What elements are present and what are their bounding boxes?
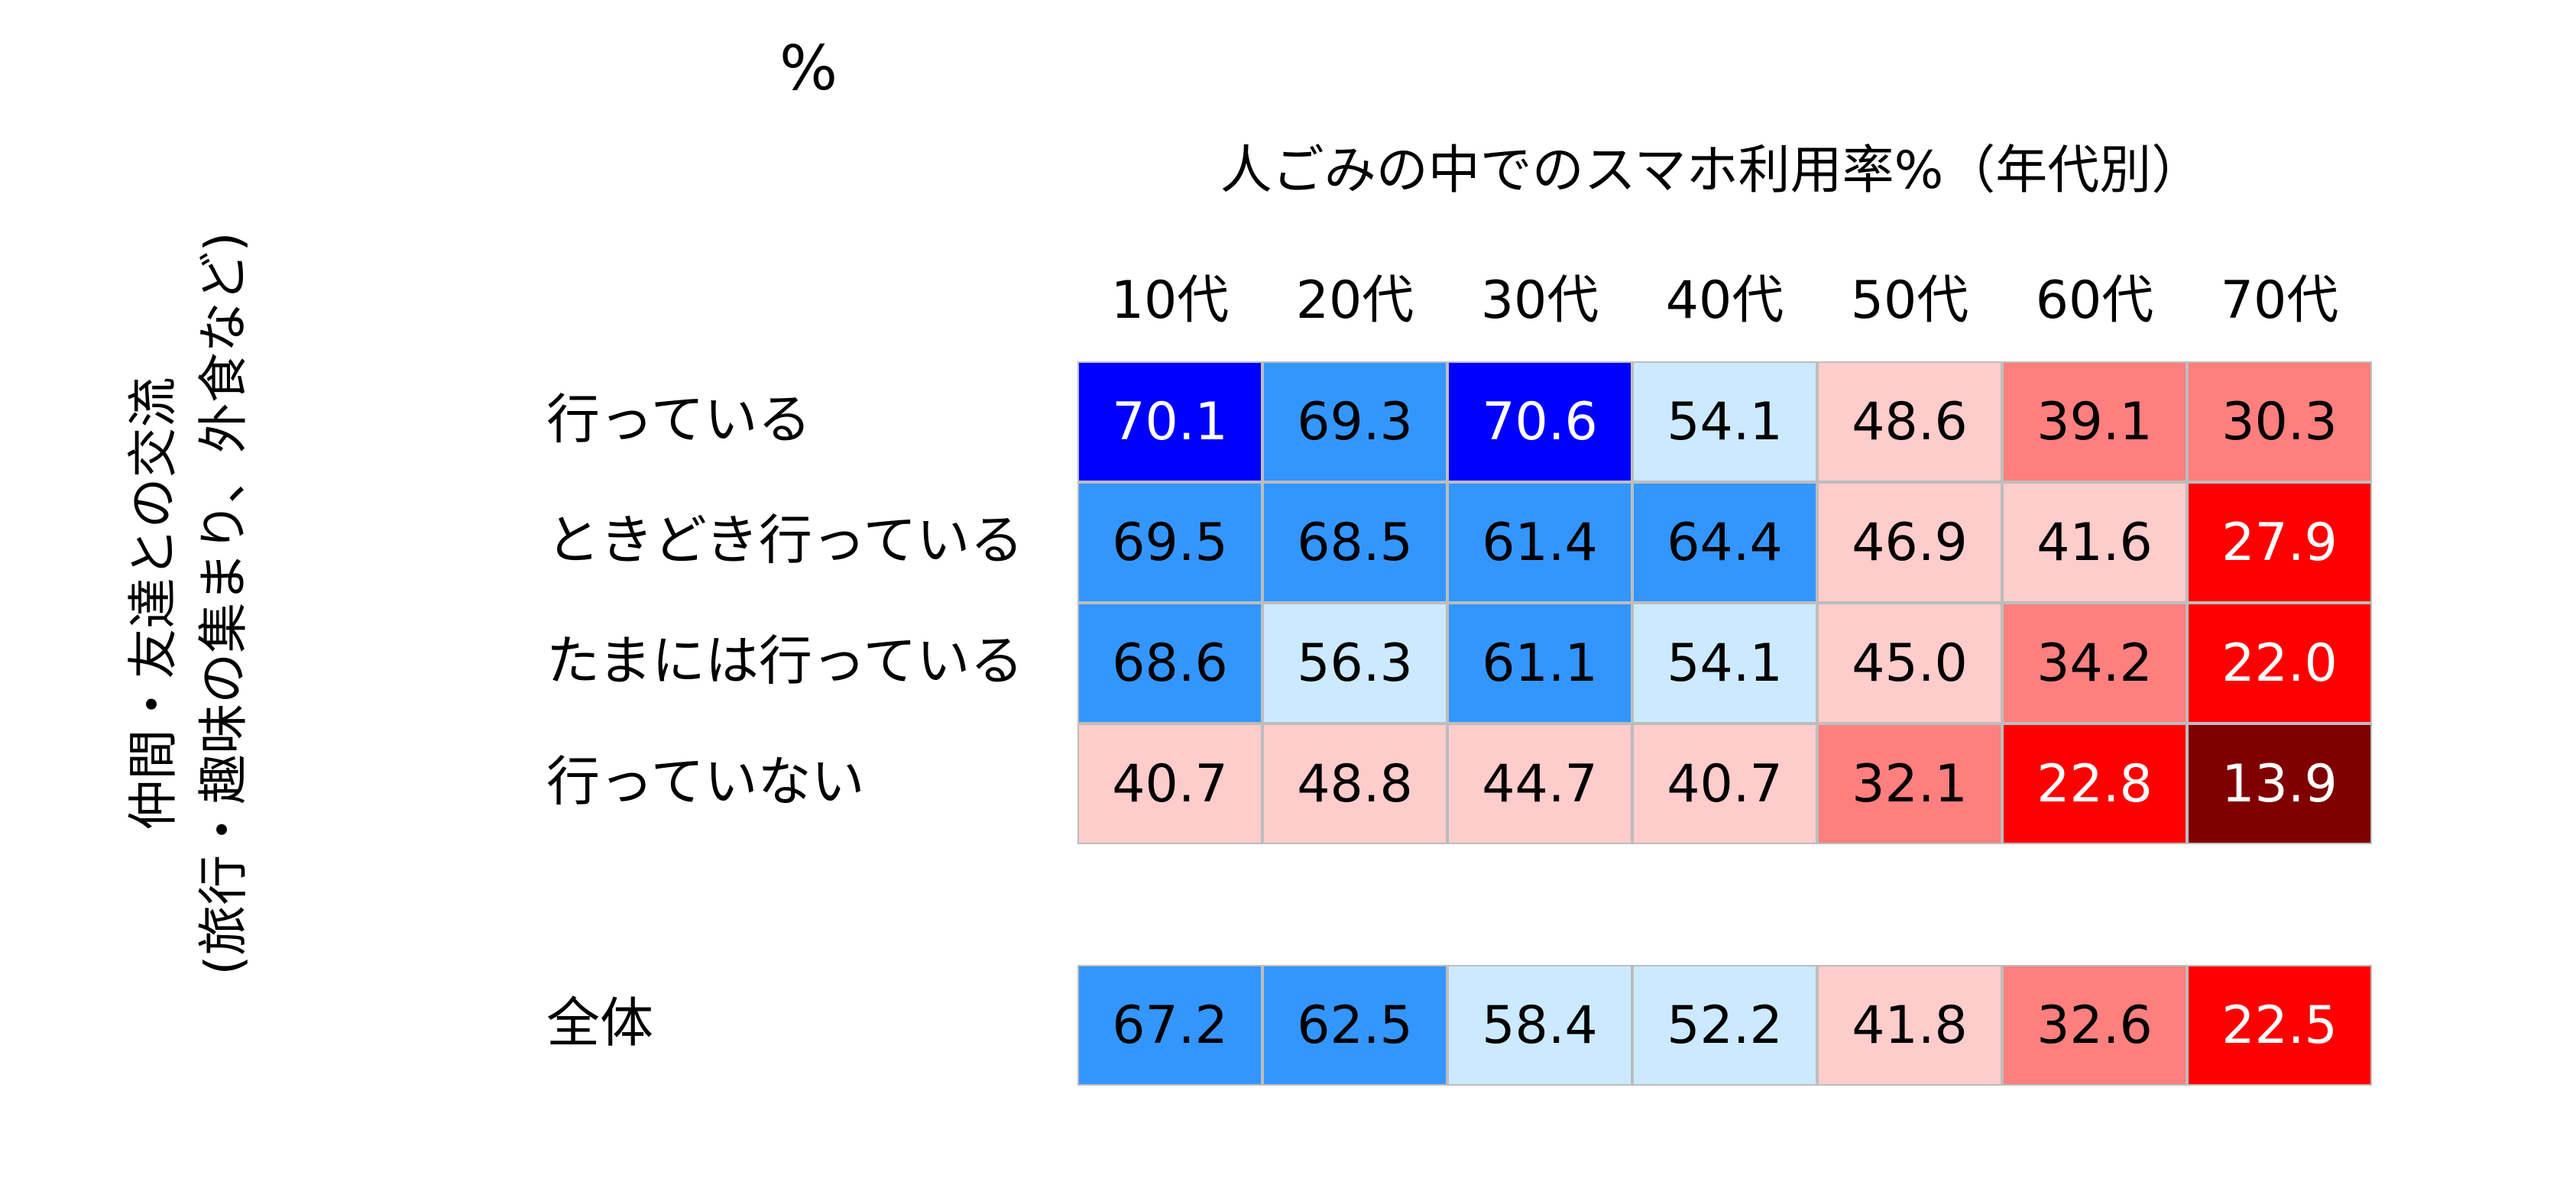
column-header: 50代	[1850, 270, 1969, 331]
heatmap-cell: 69.3	[1262, 361, 1447, 482]
heatmap-cell: 67.2	[1077, 965, 1262, 1086]
column-header: 10代	[1110, 270, 1230, 331]
heatmap-cell: 27.9	[2187, 482, 2372, 603]
heatmap-cell: 13.9	[2187, 724, 2372, 844]
total-row-label: 全体	[546, 992, 653, 1054]
column-header: 40代	[1665, 270, 1784, 331]
row-label: 行っている	[546, 388, 812, 451]
heatmap-cell: 48.8	[1262, 724, 1447, 844]
heatmap-cell: 61.4	[1447, 482, 1632, 603]
column-header: 70代	[2220, 270, 2339, 331]
heatmap-cell: 70.6	[1447, 361, 1632, 482]
heatmap-cell: 22.8	[2002, 724, 2187, 844]
row-label: ときどき行っている	[546, 509, 1024, 571]
column-header: 60代	[2035, 270, 2154, 331]
heatmap-cell: 54.1	[1632, 603, 1817, 724]
heatmap-cell: 22.0	[2187, 603, 2372, 724]
heatmap-cell: 32.1	[1817, 724, 2002, 844]
heatmap-cell: 41.8	[1817, 965, 2002, 1086]
heatmap-cell: 32.6	[2002, 965, 2187, 1086]
heatmap-cell: 62.5	[1262, 965, 1447, 1086]
heatmap-cell: 68.6	[1077, 603, 1262, 724]
heatmap-cell: 48.6	[1817, 361, 2002, 482]
heatmap-cell: 40.7	[1632, 724, 1817, 844]
unit-label: %	[779, 33, 838, 104]
heatmap-cell: 45.0	[1817, 603, 2002, 724]
heatmap-cell: 64.4	[1632, 482, 1817, 603]
column-header: 20代	[1295, 270, 1414, 331]
heatmap-cell: 40.7	[1077, 724, 1262, 844]
heatmap-cell: 46.9	[1817, 482, 2002, 603]
heatmap-cell: 56.3	[1262, 603, 1447, 724]
heatmap-cell: 61.1	[1447, 603, 1632, 724]
heatmap-cell: 58.4	[1447, 965, 1632, 1086]
heatmap-cell: 52.2	[1632, 965, 1817, 1086]
heatmap-cell: 44.7	[1447, 724, 1632, 844]
y-axis-label: 仲間・友達との交流 (旅行・趣味の集まり、外食など)	[118, 183, 271, 1024]
heatmap-cell: 68.5	[1262, 482, 1447, 603]
heatmap-cell: 70.1	[1077, 361, 1262, 482]
heatmap-cell: 69.5	[1077, 482, 1262, 603]
heatmap-cell: 34.2	[2002, 603, 2187, 724]
heatmap-cell: 54.1	[1632, 361, 1817, 482]
chart-title: 人ごみの中でのスマホ利用率%（年代別）	[1220, 141, 2204, 201]
column-header: 30代	[1480, 270, 1599, 331]
heatmap-cell: 22.5	[2187, 965, 2372, 1086]
y-axis-label-line-1: 仲間・友達との交流	[124, 377, 183, 830]
row-label: たまには行っている	[546, 630, 1024, 692]
heatmap-cell: 30.3	[2187, 361, 2372, 482]
y-axis-label-line-2: (旅行・趣味の集まり、外食など)	[194, 231, 253, 976]
heatmap-cell: 39.1	[2002, 361, 2187, 482]
heatmap-cell: 41.6	[2002, 482, 2187, 603]
row-label: 行っていない	[546, 750, 865, 813]
